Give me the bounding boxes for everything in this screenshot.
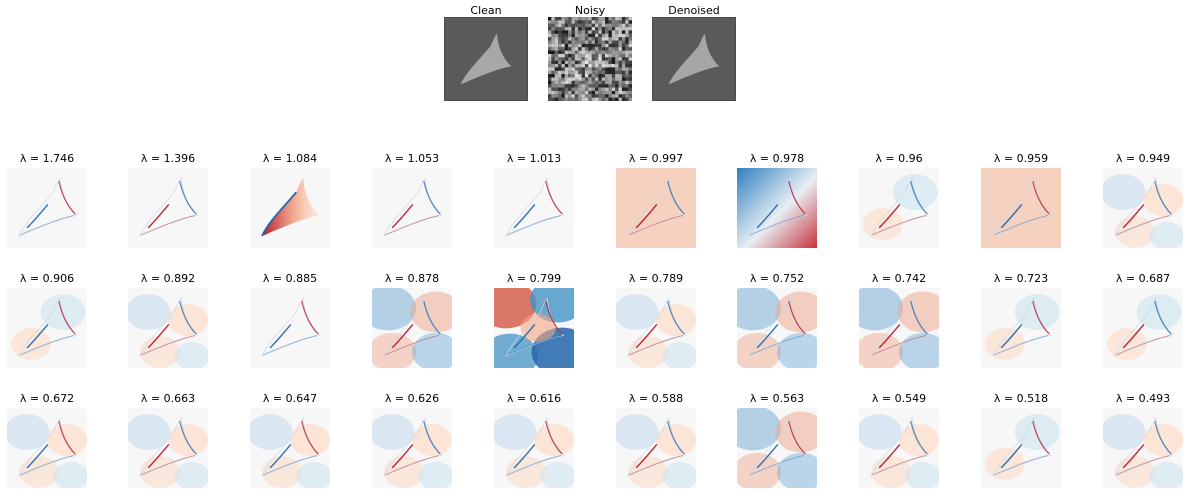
eigen-image [494, 288, 574, 368]
eigen-image [372, 168, 452, 248]
eigenvalue-label: λ = 0.892 [140, 272, 196, 285]
eigen-image [128, 408, 208, 488]
eigenvalue-label: λ = 0.563 [749, 392, 805, 405]
eigenvalue-label: λ = 0.742 [871, 272, 927, 285]
eigen-image [372, 408, 452, 488]
eigen-image [737, 288, 817, 368]
eigen-image [616, 408, 696, 488]
eigenvalue-label: λ = 0.752 [749, 272, 805, 285]
eigen-image [250, 408, 330, 488]
eigen-image [737, 168, 817, 248]
eigenvalue-label: λ = 0.723 [993, 272, 1049, 285]
eigenvalue-label: λ = 0.878 [384, 272, 440, 285]
eigenvalue-label: λ = 0.626 [384, 392, 440, 405]
eigenvalue-label: λ = 0.549 [871, 392, 927, 405]
eigen-image [128, 288, 208, 368]
denoised-shape-image [652, 17, 736, 101]
eigenvalue-label: λ = 0.96 [875, 152, 923, 165]
eigenvalue-label: λ = 0.687 [1115, 272, 1171, 285]
eigenvalue-label: λ = 0.647 [262, 392, 318, 405]
eigen-image [7, 168, 87, 248]
eigen-image [494, 168, 574, 248]
eigen-image [981, 288, 1061, 368]
panel-title: Denoised [668, 4, 720, 17]
eigenvalue-label: λ = 0.663 [140, 392, 196, 405]
eigenvalue-label: λ = 0.799 [506, 272, 562, 285]
eigen-image [859, 408, 939, 488]
eigen-image [859, 168, 939, 248]
eigenvalue-label: λ = 0.906 [19, 272, 75, 285]
eigen-image [616, 168, 696, 248]
eigen-image [859, 288, 939, 368]
eigenvalue-label: λ = 0.493 [1115, 392, 1171, 405]
eigen-image [1103, 288, 1183, 368]
eigenvalue-label: λ = 1.746 [19, 152, 75, 165]
eigenvalue-label: λ = 0.978 [749, 152, 805, 165]
eigen-image [616, 288, 696, 368]
eigenvalue-label: λ = 0.616 [506, 392, 562, 405]
eigen-image [1103, 408, 1183, 488]
eigen-image [372, 288, 452, 368]
panel-title: Noisy [574, 4, 606, 17]
eigenvalue-label: λ = 0.959 [993, 152, 1049, 165]
eigen-image [737, 408, 817, 488]
eigen-image [7, 408, 87, 488]
eigen-image [128, 168, 208, 248]
eigenvalue-label: λ = 1.396 [140, 152, 196, 165]
eigenvalue-label: λ = 0.997 [628, 152, 684, 165]
eigen-image [7, 288, 87, 368]
eigen-image [250, 288, 330, 368]
eigen-image [1103, 168, 1183, 248]
eigenvalue-label: λ = 0.518 [993, 392, 1049, 405]
eigenvalue-label: λ = 0.588 [628, 392, 684, 405]
eigenvalue-label: λ = 0.949 [1115, 152, 1171, 165]
eigenvalue-label: λ = 1.053 [384, 152, 440, 165]
noisy-shape-image [548, 17, 632, 101]
eigen-image [981, 408, 1061, 488]
eigenvalue-label: λ = 0.672 [19, 392, 75, 405]
eigenvalue-label: λ = 0.885 [262, 272, 318, 285]
eigenvalue-label: λ = 1.013 [506, 152, 562, 165]
eigen-image [494, 408, 574, 488]
eigen-image [981, 168, 1061, 248]
eigenvalue-label: λ = 1.084 [262, 152, 318, 165]
eigen-image [250, 168, 330, 248]
clean-shape-image [444, 17, 528, 101]
panel-title: Clean [470, 4, 502, 17]
eigenvalue-label: λ = 0.789 [628, 272, 684, 285]
